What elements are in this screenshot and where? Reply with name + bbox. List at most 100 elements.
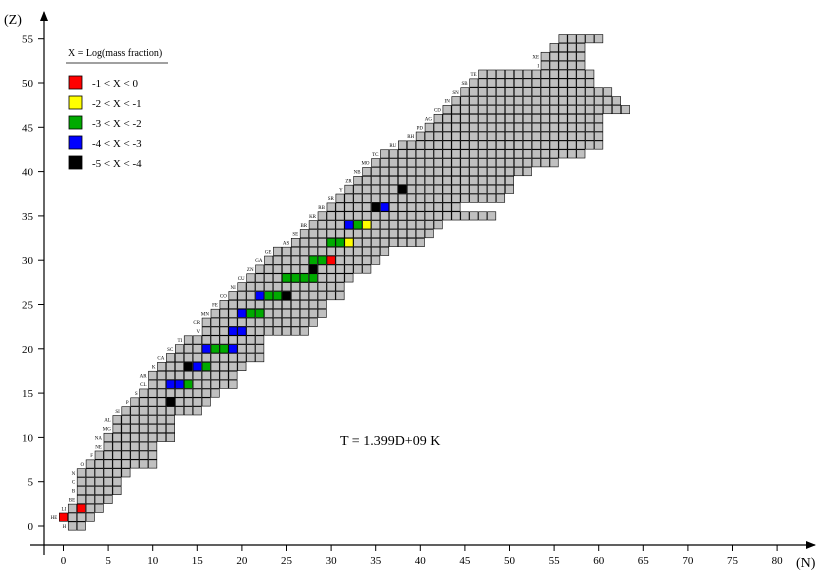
- element-label: S: [135, 392, 138, 397]
- nuclide-cell: [175, 362, 184, 371]
- nuclide-cell: [353, 220, 363, 230]
- nuclide-cell: [290, 255, 300, 265]
- nuclide-cell: [210, 388, 220, 398]
- nuclide-cell: [424, 184, 434, 194]
- nuclide-cell: [469, 140, 479, 150]
- nuclide-cell: [219, 308, 229, 318]
- nuclide-cell: [460, 149, 470, 159]
- element-label: CD: [434, 109, 441, 114]
- nuclide-cell: [139, 424, 149, 433]
- nuclide-cell: [299, 246, 309, 256]
- nuclide-cell: [505, 105, 514, 115]
- nuclide-cell: [371, 255, 381, 265]
- nuclide-cell: [148, 441, 158, 451]
- nuclide-cell: [76, 503, 86, 513]
- nuclide-cell: [433, 220, 443, 230]
- nuclide-cell: [576, 69, 586, 79]
- nuclide-cell: [487, 96, 497, 106]
- nuclide-cell: [469, 105, 479, 115]
- nuclide-cell: [264, 282, 274, 292]
- nuclide-cells: [59, 34, 630, 531]
- y-tick-label: 10: [22, 432, 34, 444]
- nuclide-cell: [549, 78, 559, 88]
- element-label: RB: [318, 206, 325, 211]
- nuclide-cell: [415, 140, 425, 150]
- nuclide-cell: [496, 176, 506, 185]
- nuclide-cell: [442, 158, 452, 168]
- nuclide-cell: [362, 167, 372, 177]
- element-label: GA: [255, 259, 263, 264]
- nuclide-cell: [299, 255, 309, 265]
- nuclide-cell: [603, 96, 613, 106]
- nuclide-cell: [299, 317, 309, 327]
- nuclide-cell: [442, 193, 452, 203]
- nuclide-cell: [148, 370, 158, 380]
- nuclide-cell: [326, 264, 336, 274]
- nuclide-cell: [513, 122, 523, 132]
- y-tick-label: 5: [28, 477, 34, 489]
- nuclide-cell: [549, 131, 559, 141]
- nuclide-cell: [183, 388, 193, 398]
- nuclide-cell: [237, 362, 247, 371]
- nuclide-cell: [424, 149, 434, 159]
- nuclide-cell: [522, 122, 532, 132]
- legend-title: X = Log(mass fraction): [68, 48, 162, 59]
- nuclide-cell: [210, 335, 220, 345]
- x-tick-label: 50: [504, 555, 516, 567]
- nuclide-cell: [353, 202, 363, 212]
- nuclide-cell: [139, 459, 149, 469]
- nuclide-cell: [148, 450, 158, 460]
- nuclide-cell: [335, 193, 345, 203]
- nuclide-cell: [380, 193, 390, 203]
- temperature-annotation: T = 1.399D+09 K: [340, 434, 440, 449]
- nuclide-cell: [371, 193, 381, 203]
- nuclide-cell: [415, 193, 425, 203]
- nuclide-cell: [371, 238, 381, 247]
- nuclide-cell: [513, 140, 523, 150]
- nuclide-cell: [183, 353, 193, 363]
- nuclide-cell: [558, 113, 568, 123]
- nuclide-cell: [487, 167, 497, 177]
- nuclide-cell: [335, 238, 345, 247]
- nuclide-cell: [389, 229, 398, 239]
- legend-label: -3 < X < -2: [92, 118, 142, 130]
- nuclide-cell: [148, 388, 158, 398]
- nuclide-cell: [282, 326, 291, 336]
- nuclide-cell: [308, 282, 318, 292]
- nuclide-cell: [513, 113, 523, 123]
- nuclide-cell: [273, 273, 283, 283]
- nuclide-cell: [451, 122, 461, 132]
- nuclide-cell: [487, 105, 497, 115]
- nuclide-cell: [549, 158, 559, 168]
- nuclide-cell: [442, 149, 452, 159]
- nuclide-cell: [451, 149, 461, 159]
- nuclide-cell: [353, 246, 363, 256]
- nuclide-cell: [362, 255, 372, 265]
- nuclide-cell: [237, 282, 247, 292]
- y-tick-label: 50: [22, 78, 34, 90]
- nuclide-cell: [469, 122, 479, 132]
- nuclide-cell: [344, 211, 354, 221]
- nuclide-cell: [103, 486, 113, 496]
- nuclide-cell: [567, 43, 577, 53]
- nuclide-cell: [264, 255, 274, 265]
- nuclide-cell: [487, 149, 497, 159]
- nuclide-cell: [558, 69, 568, 79]
- nuclide-cell: [585, 140, 595, 150]
- nuclide-cell: [469, 176, 479, 185]
- nuclide-cell: [175, 388, 184, 398]
- nuclide-cell: [424, 131, 434, 141]
- nuclide-cell: [67, 503, 77, 513]
- nuclide-cell: [531, 69, 541, 79]
- nuclide-cell: [567, 78, 577, 88]
- nuclide-cell: [228, 370, 238, 380]
- nuclide-cell: [469, 193, 479, 203]
- element-label: N: [72, 472, 76, 477]
- y-tick-label: 35: [22, 211, 34, 223]
- nuclide-cell: [406, 238, 416, 247]
- nuclide-cell: [308, 238, 318, 247]
- nuclide-cell: [76, 468, 86, 478]
- nuclide-cell: [406, 167, 416, 177]
- nuclide-cell: [540, 60, 550, 70]
- nuclide-cell: [308, 220, 318, 230]
